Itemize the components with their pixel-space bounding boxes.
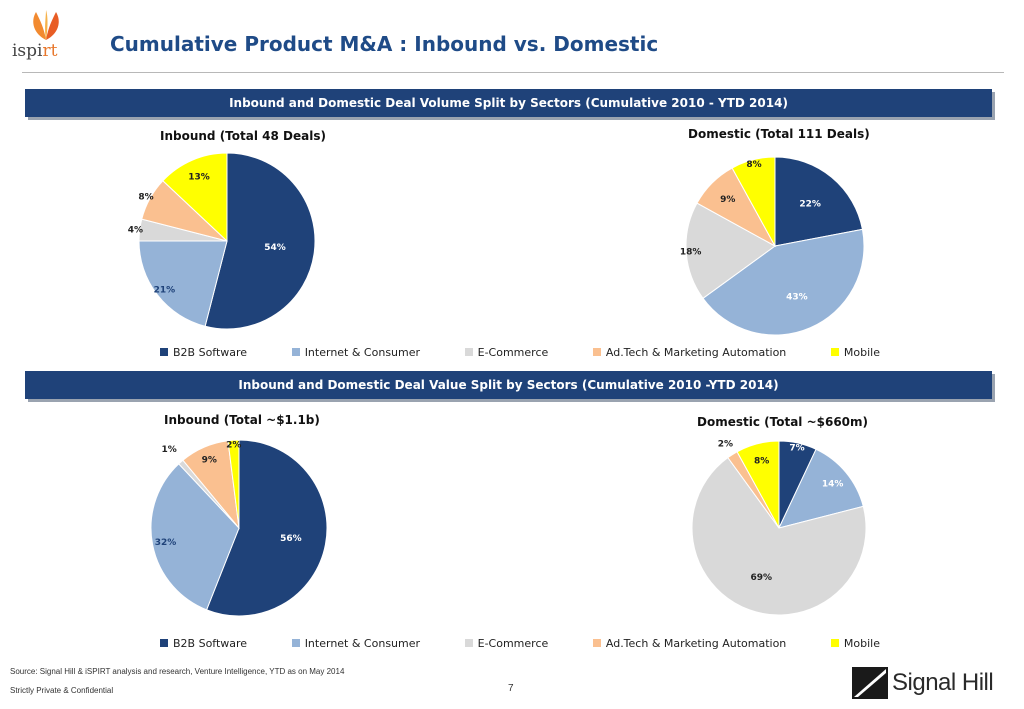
pie-label-b2b-software: 7% [789, 443, 804, 453]
pie-label-internet-consumer: 21% [154, 286, 176, 296]
pie-label-ad-tech-marketing-automation: 8% [138, 192, 153, 202]
pie-label-ad-tech-marketing-automation: 9% [720, 195, 735, 205]
pie-label-b2b-software: 54% [264, 243, 286, 253]
pie-label-e-commerce: 4% [128, 225, 143, 235]
pie-label-b2b-software: 56% [280, 534, 302, 544]
legend-item-e-commerce: E-Commerce [464, 636, 549, 650]
legend-swatch [291, 348, 300, 356]
legend-item-ad-tech-marketing-automation: Ad.Tech & Marketing Automation [592, 345, 787, 359]
legend-label: Internet & Consumer [304, 636, 421, 650]
pie-slice-internet-consumer [150, 463, 240, 611]
pie-label-mobile: 2% [226, 441, 241, 451]
source-note: Source: Signal Hill & iSPIRT analysis an… [10, 667, 345, 676]
confidential-note: Strictly Private & Confidential [10, 686, 114, 695]
signal-hill-mark-icon [852, 667, 888, 699]
legend-item-internet-consumer: Internet & Consumer [291, 636, 421, 650]
pie-label-internet-consumer: 43% [786, 293, 808, 303]
volume-section-banner: Inbound and Domestic Deal Volume Split b… [25, 89, 992, 117]
pie-slice-b2b-software [774, 156, 864, 247]
value-section-banner: Inbound and Domestic Deal Value Split by… [25, 371, 992, 399]
legend-item-ad-tech-marketing-automation: Ad.Tech & Marketing Automation [592, 636, 787, 650]
pie-label-mobile: 13% [188, 172, 210, 182]
legend-item-mobile: Mobile [830, 636, 880, 650]
legend-value: B2B Software Internet & Consumer E-Commerc… [160, 635, 880, 651]
pie-slice-mobile [731, 156, 776, 247]
page-number: 7 [508, 683, 514, 694]
chart-title-inbound-value: Inbound (Total ~$1.1b) [164, 413, 320, 427]
ispirt-wordmark: ispirt [12, 41, 58, 61]
legend-item-b2b-software: B2B Software [160, 637, 247, 650]
pie-slice-internet-consumer [778, 448, 864, 529]
legend-swatch [592, 639, 601, 647]
legend-item-b2b-software: B2B Software [160, 346, 247, 359]
header-divider [22, 72, 1004, 73]
legend-label: Mobile [843, 345, 880, 359]
signal-hill-logo: Signal Hill [852, 667, 994, 699]
legend-swatch [592, 348, 601, 356]
pie-slice-e-commerce [685, 202, 776, 300]
ispirt-logo: ispirt [10, 8, 80, 68]
legend-swatch [830, 348, 839, 356]
pie-slice-b2b-software [205, 439, 328, 617]
legend-label: B2B Software [173, 345, 248, 359]
chart-title-inbound-volume: Inbound (Total 48 Deals) [160, 129, 326, 143]
pie-slice-mobile [736, 440, 780, 529]
pie-slice-e-commerce [691, 456, 867, 616]
pie-label-ad-tech-marketing-automation: 9% [202, 455, 217, 465]
pie-label-ad-tech-marketing-automation: 2% [718, 440, 733, 450]
legend-volume: B2B Software Internet & Consumer E-Commerc… [160, 344, 880, 360]
pie-label-internet-consumer: 32% [155, 538, 177, 548]
leaf-icon [33, 10, 59, 40]
pie-slice-internet-consumer [702, 228, 865, 336]
legend-label: Internet & Consumer [304, 345, 421, 359]
legend-swatch [464, 348, 473, 356]
legend-item-mobile: Mobile [830, 345, 880, 359]
pie-label-e-commerce: 1% [162, 445, 177, 455]
page-title: Cumulative Product M&A : Inbound vs. Dom… [110, 32, 659, 56]
legend-label: E-Commerce [477, 345, 549, 359]
legend-item-e-commerce: E-Commerce [464, 345, 549, 359]
pie-label-e-commerce: 18% [680, 247, 702, 257]
pie-chart-inbound-value: 56% 32% 1% 9% 2% [150, 439, 328, 617]
pie-label-b2b-software: 22% [799, 199, 821, 209]
legend-label: Mobile [843, 636, 880, 650]
legend-label: E-Commerce [477, 636, 549, 650]
legend-swatch [160, 348, 168, 356]
pie-slice-internet-consumer [138, 240, 228, 327]
chart-title-domestic-value: Domestic (Total ~$660m) [697, 415, 869, 429]
legend-label: B2B Software [173, 636, 248, 650]
legend-swatch [160, 639, 168, 647]
pie-slice-b2b-software [204, 152, 316, 330]
legend-label: Ad.Tech & Marketing Automation [605, 636, 787, 650]
legend-swatch [464, 639, 473, 647]
pie-label-e-commerce: 69% [751, 573, 773, 583]
pie-slice-mobile [227, 439, 240, 529]
chart-title-domestic-volume: Domestic (Total 111 Deals) [688, 127, 870, 141]
legend-swatch [830, 639, 839, 647]
legend-label: Ad.Tech & Marketing Automation [605, 345, 787, 359]
pie-chart-inbound-volume: 54% 21% 4% 8% 13% [128, 152, 316, 330]
pie-chart-domestic-value: 7% 14% 69% 2% 8% [691, 440, 867, 616]
legend-swatch [291, 639, 300, 647]
pie-chart-domestic-volume: 22% 43% 18% 9% 8% [680, 156, 865, 336]
pie-label-internet-consumer: 14% [822, 480, 844, 490]
pie-label-mobile: 8% [746, 160, 761, 170]
signal-hill-wordmark: Signal Hill [892, 669, 994, 696]
pie-slice-mobile [162, 152, 228, 243]
pie-label-mobile: 8% [754, 457, 769, 467]
legend-item-internet-consumer: Internet & Consumer [291, 345, 421, 359]
